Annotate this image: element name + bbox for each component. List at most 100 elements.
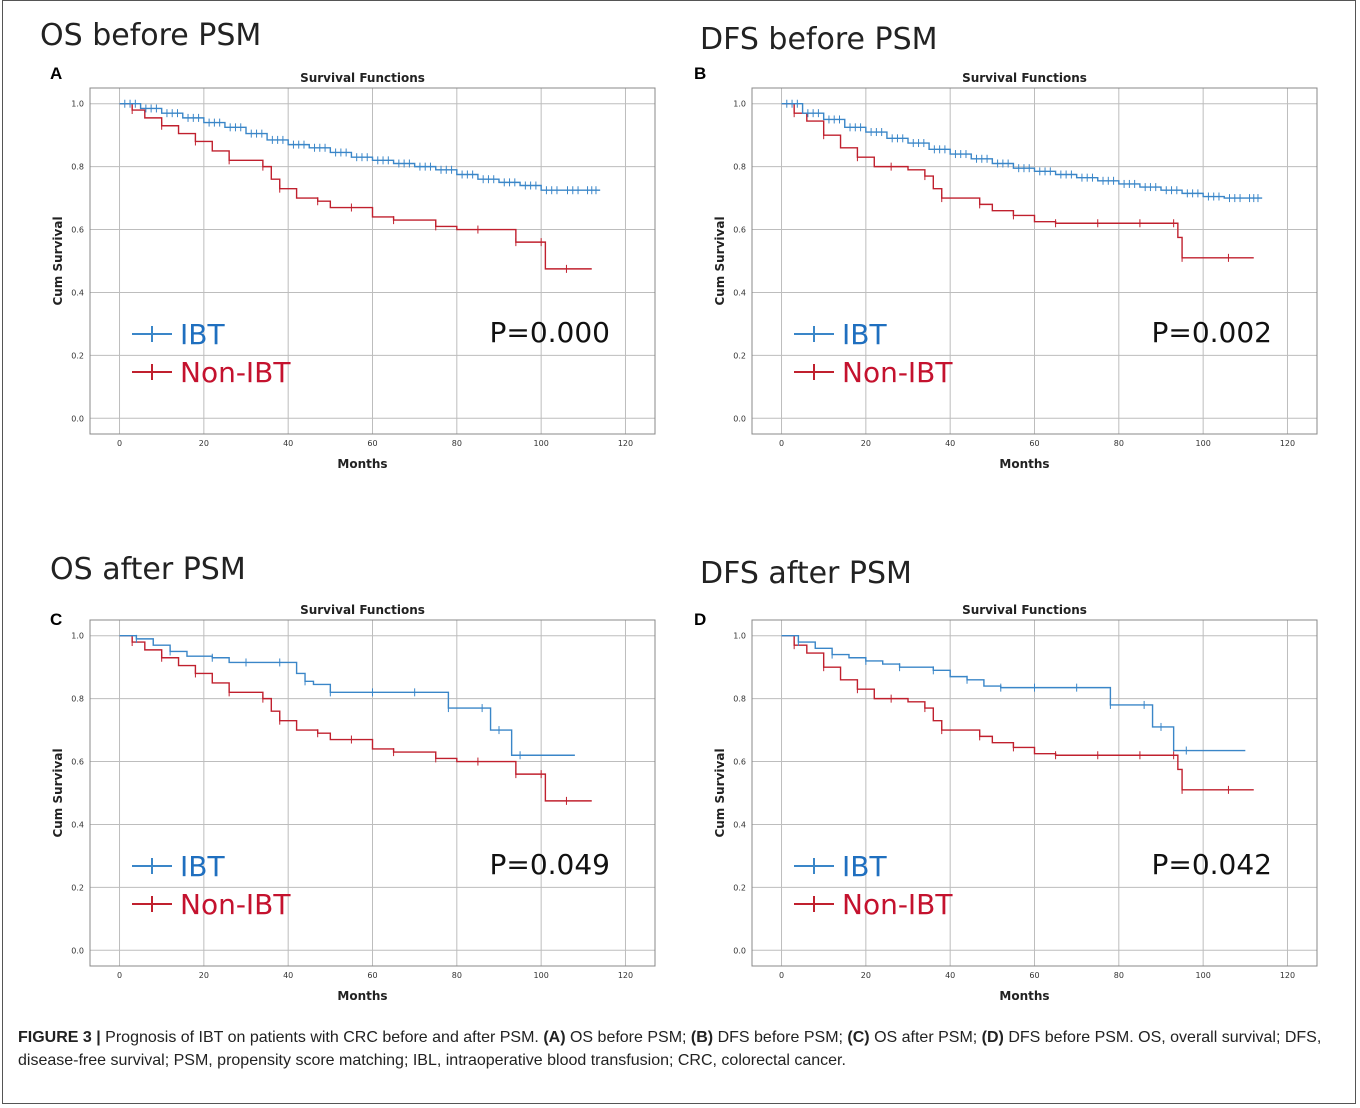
- heading-b: DFS before PSM: [700, 22, 938, 57]
- x-axis-label: Months: [999, 457, 1049, 471]
- x-tick-label: 20: [199, 439, 209, 448]
- caption-c-label: (C): [847, 1029, 870, 1046]
- y-tick-label: 1.0: [71, 100, 84, 109]
- x-tick-label: 100: [1196, 971, 1211, 980]
- y-tick-label: 0.4: [733, 820, 746, 829]
- x-tick-label: 100: [534, 971, 549, 980]
- heading-a: OS before PSM: [40, 18, 262, 53]
- x-tick-label: 120: [1280, 439, 1295, 448]
- p-value-label: P=0.049: [489, 848, 610, 881]
- x-tick-label: 100: [1196, 439, 1211, 448]
- y-tick-label: 0.6: [733, 758, 746, 767]
- non-ibt-curve: [781, 635, 1254, 791]
- y-axis-label: Cum Survival: [713, 216, 727, 305]
- p-value-label: P=0.002: [1151, 316, 1272, 349]
- plot-area-border: [751, 87, 1318, 435]
- y-tick-label: 0.2: [733, 351, 746, 360]
- x-tick-label: 20: [199, 971, 209, 980]
- x-tick-label: 60: [367, 439, 377, 448]
- y-tick-label: 0.6: [733, 226, 746, 235]
- figure-caption: FIGURE 3 | Prognosis of IBT on patients …: [18, 1026, 1338, 1072]
- legend-non-ibt-label: Non-IBT: [842, 888, 953, 921]
- heading-d: DFS after PSM: [700, 556, 912, 591]
- chart-title: Survival Functions: [962, 603, 1087, 617]
- plot-area-border: [89, 87, 656, 435]
- x-tick-label: 40: [945, 971, 955, 980]
- chart-title: Survival Functions: [300, 71, 425, 85]
- x-tick-label: 40: [283, 439, 293, 448]
- x-tick-label: 120: [1280, 971, 1295, 980]
- legend-non-ibt-label: Non-IBT: [180, 356, 291, 389]
- y-tick-label: 0.8: [733, 163, 746, 172]
- x-tick-label: 120: [618, 439, 633, 448]
- x-tick-label: 60: [1029, 439, 1039, 448]
- x-axis-label: Months: [337, 989, 387, 1003]
- caption-text: Prognosis of IBT on patients with CRC be…: [100, 1029, 544, 1046]
- x-tick-label: 0: [779, 971, 784, 980]
- y-tick-label: 0.2: [71, 883, 84, 892]
- x-tick-label: 100: [534, 439, 549, 448]
- x-tick-label: 20: [861, 971, 871, 980]
- y-tick-label: 1.0: [71, 632, 84, 641]
- y-tick-label: 0.4: [71, 820, 84, 829]
- panel-letter-a: A: [50, 64, 63, 83]
- x-tick-label: 80: [452, 439, 462, 448]
- plot-area-border: [89, 619, 656, 967]
- y-tick-label: 0.0: [71, 946, 84, 955]
- x-axis-label: Months: [999, 989, 1049, 1003]
- x-tick-label: 120: [618, 971, 633, 980]
- survival-chart-b: Survival Functions 0 20 40 60 80 100 120 0.0 0.2 0…: [713, 71, 1318, 471]
- x-tick-label: 80: [452, 971, 462, 980]
- non-ibt-curve: [119, 103, 592, 270]
- y-tick-label: 0.6: [71, 226, 84, 235]
- chart-title: Survival Functions: [300, 603, 425, 617]
- non-ibt-curve: [781, 103, 1254, 259]
- y-tick-label: 0.0: [71, 414, 84, 423]
- ibt-curve: [781, 635, 1246, 752]
- survival-chart-d: Survival Functions 0 20 40 60 80 100 120 0.0 0.2 0…: [713, 603, 1318, 1003]
- legend-ibt-label: IBT: [842, 850, 887, 883]
- panel-letter-c: C: [50, 610, 63, 629]
- y-tick-label: 0.0: [733, 946, 746, 955]
- caption-d-text: DFS before PSM. OS, overall survival; DF…: [18, 1029, 1322, 1069]
- x-tick-label: 0: [117, 439, 122, 448]
- y-tick-label: 0.4: [733, 288, 746, 297]
- x-tick-label: 60: [367, 971, 377, 980]
- heading-c: OS after PSM: [50, 552, 246, 587]
- ibt-curve: [119, 635, 575, 756]
- caption-a-label: (A): [543, 1029, 566, 1046]
- p-value-label: P=0.000: [489, 316, 610, 349]
- legend-non-ibt-label: Non-IBT: [842, 356, 953, 389]
- y-tick-label: 0.8: [71, 163, 84, 172]
- x-tick-label: 20: [861, 439, 871, 448]
- p-value-label: P=0.042: [1151, 848, 1272, 881]
- caption-c-text: OS after PSM;: [869, 1029, 982, 1046]
- x-tick-label: 40: [283, 971, 293, 980]
- chart-title: Survival Functions: [962, 71, 1087, 85]
- y-tick-label: 0.0: [733, 414, 746, 423]
- y-tick-label: 0.4: [71, 288, 84, 297]
- x-tick-label: 80: [1114, 439, 1124, 448]
- x-tick-label: 0: [117, 971, 122, 980]
- survival-chart-a: Survival Functions 0 20 40 60 80 100 120 0.0 0.2 0…: [51, 71, 656, 471]
- panel-letter-d: D: [694, 610, 707, 629]
- x-axis-label: Months: [337, 457, 387, 471]
- non-ibt-curve: [119, 635, 592, 802]
- x-tick-label: 60: [1029, 971, 1039, 980]
- y-tick-label: 1.0: [733, 632, 746, 641]
- y-axis-label: Cum Survival: [51, 216, 65, 305]
- caption-b-label: (B): [690, 1029, 714, 1046]
- plot-area-border: [751, 619, 1318, 967]
- caption-d-label: (D): [981, 1029, 1004, 1046]
- ibt-curve: [781, 103, 1263, 199]
- y-axis-label: Cum Survival: [713, 748, 727, 837]
- y-tick-label: 0.8: [733, 695, 746, 704]
- ibt-curve: [119, 103, 601, 191]
- y-tick-label: 0.8: [71, 695, 84, 704]
- y-axis-label: Cum Survival: [51, 748, 65, 837]
- y-tick-label: 0.2: [733, 883, 746, 892]
- caption-b-text: DFS before PSM;: [713, 1029, 848, 1046]
- x-tick-label: 80: [1114, 971, 1124, 980]
- x-tick-label: 0: [779, 439, 784, 448]
